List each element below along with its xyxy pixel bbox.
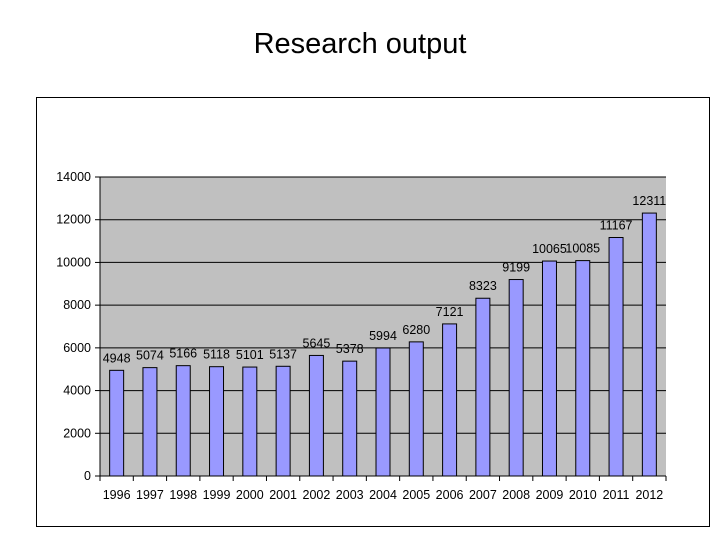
data-label: 5994 [369,329,397,343]
slide-title: Research output [253,28,467,60]
x-tick-label: 2009 [536,488,564,502]
bar [541,260,557,477]
x-tick-label: 2008 [502,488,530,502]
data-label: 5074 [136,349,164,363]
bar [209,366,225,477]
x-tick-label: 2007 [469,488,497,502]
data-label: 7121 [436,305,464,319]
y-tick-label: 4000 [63,384,91,398]
bar [608,237,624,477]
bar [575,260,591,477]
x-tick-label: 2001 [269,488,297,502]
x-tick-label: 2003 [336,488,364,502]
data-label: 5137 [269,347,297,361]
x-tick-label: 2000 [236,488,264,502]
data-label: 9199 [502,261,530,275]
y-tick-labels: 0 2000 4000 6000 8000 10000 12000 14000 [56,170,91,483]
bars [109,212,657,477]
x-tick-label: 2011 [603,488,630,502]
data-label: 11167 [600,219,633,233]
x-tick-label: 2005 [402,488,430,502]
y-tick-label: 6000 [63,341,91,355]
y-tick-label: 10000 [56,255,91,269]
data-label: 8323 [469,279,497,293]
bar [508,279,524,477]
x-tick-label: 1997 [136,488,164,502]
x-tick-label: 2002 [303,488,331,502]
bar [242,366,258,477]
data-label: 5378 [336,342,364,356]
data-label: 5645 [303,336,331,350]
bar [641,212,657,477]
data-label: 6280 [402,323,430,337]
data-labels: 4948 5074 5166 5118 5101 5137 5645 5378 5994 6280… [103,194,667,365]
bar [175,365,191,477]
x-tick-label: 2012 [635,488,663,502]
y-tick-label: 2000 [63,426,91,440]
data-label: 10085 [565,242,600,256]
y-tick-label: 0 [84,469,91,483]
bar [475,297,491,477]
x-tick-label: 1998 [169,488,197,502]
bar [308,354,324,477]
data-label: 5166 [169,347,197,361]
data-label: 10065 [532,242,567,256]
data-label: 12311 [632,194,666,208]
y-tick-label: 14000 [56,170,91,184]
bar [275,365,291,477]
data-label: 4948 [103,351,131,365]
bar [375,347,391,477]
bar [408,341,424,477]
y-tick-label: 12000 [56,213,91,227]
data-label: 5101 [236,348,264,362]
x-tick-label: 2006 [436,488,464,502]
data-label: 5118 [203,348,230,362]
axes [95,176,667,481]
x-tick-label: 2010 [569,488,597,502]
bar [142,367,158,477]
x-tick-label: 2004 [369,488,397,502]
x-tick-labels: 1996 1997 1998 1999 2000 2001 2002 2003 2004 2005… [103,488,664,502]
bar [342,360,358,477]
x-tick-label: 1996 [103,488,131,502]
y-tick-label: 8000 [63,298,91,312]
x-tick-label: 1999 [203,488,231,502]
bar [109,369,125,477]
bar [442,323,458,477]
